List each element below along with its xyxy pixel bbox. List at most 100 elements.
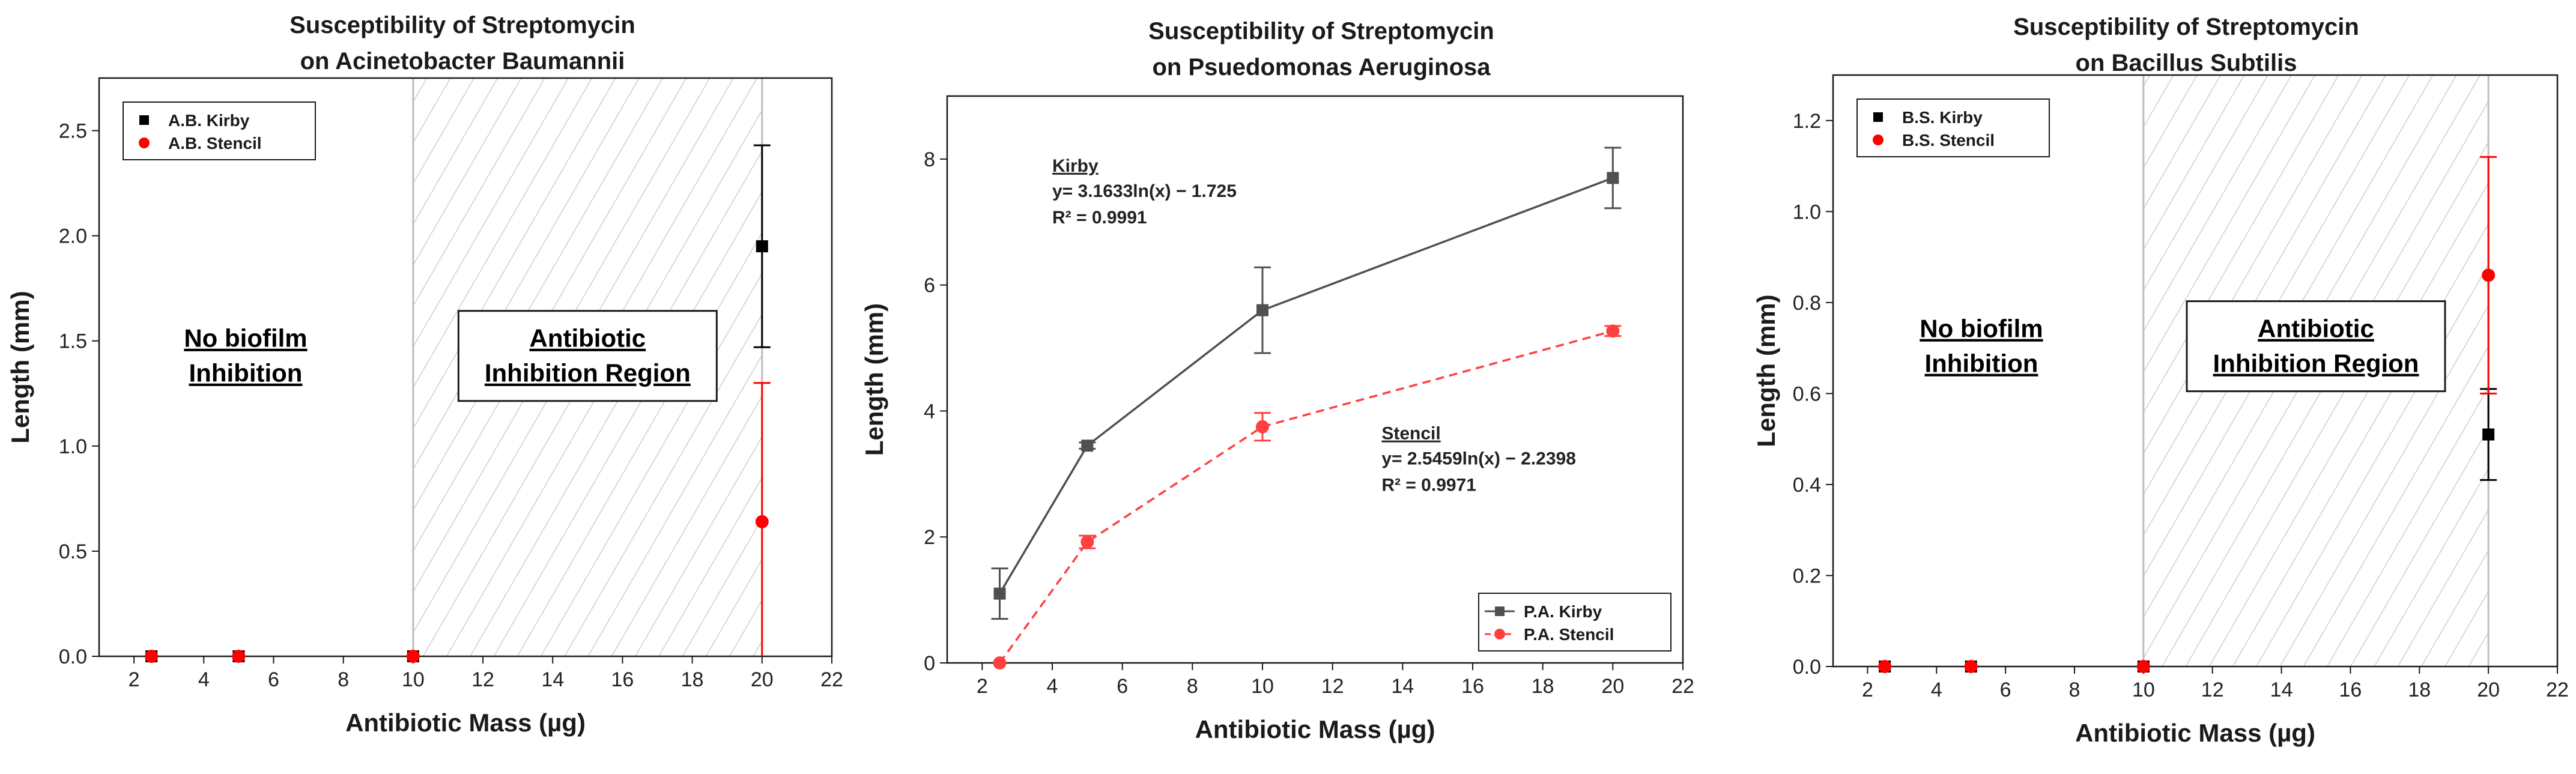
- x-tick-label: 10: [2132, 679, 2155, 701]
- annotation-text: Antibiotic: [2258, 315, 2374, 343]
- data-point: [145, 650, 159, 663]
- data-point: [1878, 660, 1892, 673]
- annotation-text: Inhibition Region: [2213, 349, 2419, 378]
- x-tick-label: 6: [1117, 675, 1128, 698]
- data-point: [406, 650, 420, 663]
- legend-label: P.A. Kirby: [1524, 602, 1602, 621]
- annotation-text: No biofilm: [184, 324, 307, 352]
- legend-box: [123, 101, 316, 160]
- equation-text: R² = 0.9971: [1381, 476, 1476, 495]
- y-tick-label: 0.6: [1793, 382, 1821, 405]
- data-point: [1606, 324, 1620, 338]
- legend-marker: [1495, 606, 1505, 616]
- y-tick-label: 4: [924, 400, 935, 423]
- x-tick-label: 2: [977, 675, 988, 698]
- y-tick-label: 1.0: [1793, 201, 1821, 223]
- x-tick-label: 12: [1321, 675, 1344, 698]
- legend-marker: [139, 138, 150, 148]
- series-a-b-stencil: [145, 382, 771, 663]
- x-tick-label: 4: [1931, 679, 1942, 701]
- equation-text: R² = 0.9991: [1052, 208, 1147, 228]
- annotation-text: No biofilm: [1920, 315, 2043, 343]
- data-point: [1256, 304, 1268, 316]
- x-tick-label: 4: [1047, 675, 1058, 698]
- equation-text: y= 2.5459ln(x) − 2.2398: [1381, 449, 1576, 469]
- x-tick-label: 22: [820, 668, 843, 691]
- x-tick-label: 18: [681, 668, 704, 691]
- x-tick-label: 12: [471, 668, 494, 691]
- data-point: [2482, 428, 2495, 441]
- equation-header: Stencil: [1381, 424, 1440, 444]
- x-axis-label: Antibiotic Mass (µg): [2075, 719, 2315, 747]
- chart-title-line: on Acinetobacter Baumannii: [300, 48, 625, 74]
- data-point: [993, 587, 1006, 600]
- y-tick-label: 0.0: [1793, 656, 1821, 679]
- y-tick-label: 0.4: [1793, 474, 1821, 497]
- data-point: [756, 240, 768, 253]
- series-line: [999, 330, 1613, 664]
- x-tick-label: 18: [1532, 675, 1554, 698]
- annotation-text: Inhibition Region: [485, 359, 691, 387]
- plot-frame: [1832, 74, 2559, 668]
- annotation-box: [2186, 300, 2446, 393]
- y-axis-label: Length (mm): [860, 303, 888, 456]
- data-point: [1081, 440, 1094, 452]
- legend-marker: [139, 115, 149, 125]
- y-tick-label: 2: [924, 526, 935, 549]
- y-axis-label: Length (mm): [6, 291, 34, 443]
- y-tick-label: 6: [924, 274, 935, 297]
- annotation-text: Inhibition: [189, 359, 303, 387]
- plot-frame: [98, 77, 833, 658]
- annotation-text: Antibiotic: [530, 324, 646, 352]
- y-tick-label: 0.0: [59, 646, 87, 668]
- legend-label: P.A. Stencil: [1524, 625, 1614, 644]
- legend-label: B.S. Kirby: [1902, 108, 1983, 127]
- chart-title-line: on Psuedomonas Aeruginosa: [1152, 54, 1491, 80]
- chart-title-line: on Bacillus Subtilis: [2076, 50, 2297, 76]
- chart-panel-1: Susceptibility of Streptomycin on Acineto…: [6, 12, 843, 737]
- data-point: [1080, 535, 1094, 549]
- y-tick-label: 2.5: [59, 120, 87, 143]
- legend-label: B.S. Stencil: [1902, 131, 1995, 150]
- legend: B.S. Kirby B.S. Stencil: [1856, 98, 2050, 157]
- data-point: [232, 650, 246, 663]
- x-tick-label: 10: [1251, 675, 1274, 698]
- series-p-a-stencil: [993, 324, 1622, 670]
- x-tick-label: 2: [129, 668, 140, 691]
- x-tick-label: 20: [751, 668, 774, 691]
- x-tick-label: 12: [2201, 679, 2224, 701]
- x-tick-label: 10: [402, 668, 425, 691]
- x-axis-label: Antibiotic Mass (µg): [1195, 715, 1435, 743]
- legend-marker: [1494, 629, 1505, 639]
- y-tick-label: 0.8: [1793, 292, 1821, 315]
- data-point: [755, 515, 769, 528]
- data-point: [2136, 660, 2150, 673]
- series-p-a-kirby: [991, 147, 1622, 620]
- legend-box: [1478, 593, 1671, 652]
- equation-text: y= 3.1633ln(x) − 1.725: [1052, 181, 1237, 201]
- data-point: [993, 656, 1007, 670]
- x-tick-label: 16: [611, 668, 634, 691]
- annotation-text: Inhibition: [1924, 349, 2038, 378]
- x-tick-label: 22: [2546, 679, 2569, 701]
- y-tick-label: 0: [924, 652, 935, 675]
- x-tick-label: 22: [1671, 675, 1694, 698]
- x-tick-label: 14: [2270, 679, 2293, 701]
- x-tick-label: 20: [1601, 675, 1624, 698]
- x-tick-label: 20: [2477, 679, 2500, 701]
- y-tick-label: 0.5: [59, 540, 87, 563]
- annotation-box: [457, 310, 718, 402]
- y-tick-label: 2.0: [59, 225, 87, 248]
- data-point: [1256, 420, 1269, 434]
- chart-panel-2: Susceptibility of Streptomycin on Psuedom…: [860, 18, 1694, 743]
- data-point: [2482, 268, 2496, 282]
- x-tick-label: 8: [1187, 675, 1198, 698]
- x-tick-label: 8: [338, 668, 349, 691]
- legend-label: A.B. Stencil: [168, 134, 262, 153]
- x-tick-label: 6: [268, 668, 279, 691]
- data-point: [1964, 660, 1978, 673]
- series-b-s-stencil: [1878, 156, 2497, 673]
- y-tick-label: 1.0: [59, 435, 87, 458]
- y-tick-label: 8: [924, 148, 935, 171]
- x-tick-label: 2: [1862, 679, 1873, 701]
